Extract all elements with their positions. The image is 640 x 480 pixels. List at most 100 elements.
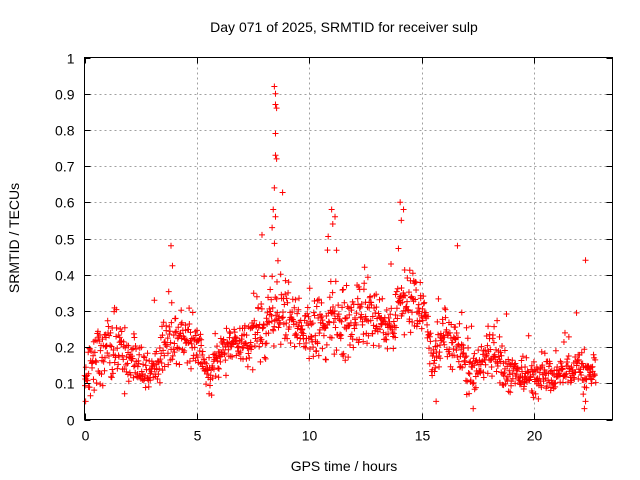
data-point — [364, 340, 371, 347]
data-point — [265, 330, 272, 337]
data-point — [178, 321, 185, 328]
data-point — [467, 377, 474, 384]
data-point — [341, 299, 348, 306]
y-tick-label: 0 — [67, 413, 75, 429]
data-point — [495, 353, 502, 360]
data-point — [592, 379, 599, 386]
data-point — [209, 364, 216, 371]
data-point — [98, 371, 105, 378]
data-point — [309, 320, 316, 327]
data-point — [390, 330, 397, 337]
data-point — [221, 350, 228, 357]
data-point — [198, 336, 205, 343]
data-point — [147, 377, 154, 384]
data-point — [475, 347, 482, 354]
data-point — [446, 329, 453, 336]
data-point — [328, 206, 335, 213]
data-point — [251, 343, 258, 350]
data-point — [160, 347, 167, 354]
data-point — [203, 381, 210, 388]
data-point — [512, 380, 519, 387]
data-point — [156, 379, 163, 386]
data-point — [367, 317, 374, 324]
y-tick-label: 0.2 — [55, 340, 75, 356]
data-point — [491, 323, 498, 330]
data-point — [186, 305, 193, 312]
data-point — [399, 299, 406, 306]
data-point — [263, 315, 270, 322]
data-point — [194, 354, 201, 361]
data-point — [345, 323, 352, 330]
data-point — [206, 382, 213, 389]
data-point — [312, 332, 319, 339]
data-point — [192, 332, 199, 339]
data-point — [383, 306, 390, 313]
data-point — [168, 319, 175, 326]
data-point — [277, 319, 284, 326]
data-point — [172, 315, 179, 322]
data-point — [300, 330, 307, 337]
data-point — [82, 398, 89, 405]
data-point — [568, 364, 575, 371]
data-point — [402, 292, 409, 299]
data-point — [326, 294, 333, 301]
data-point — [123, 353, 130, 360]
data-point — [538, 384, 545, 391]
data-point — [227, 342, 234, 349]
data-point — [304, 304, 311, 311]
data-point — [525, 377, 532, 384]
data-point — [217, 358, 224, 365]
y-tick-label: 0.7 — [55, 159, 75, 175]
x-tick-label: 5 — [194, 428, 202, 444]
data-point — [231, 326, 238, 333]
data-point — [426, 345, 433, 352]
data-point — [376, 296, 383, 303]
data-point — [92, 357, 99, 364]
data-point — [523, 354, 530, 361]
data-point — [186, 321, 193, 328]
data-point — [96, 338, 103, 345]
data-point — [355, 283, 362, 290]
data-point — [272, 213, 279, 220]
data-point — [501, 347, 508, 354]
data-point — [296, 295, 303, 302]
data-point — [388, 261, 395, 268]
data-point — [420, 293, 427, 300]
data-point — [462, 354, 469, 361]
data-point — [323, 341, 330, 348]
data-point — [552, 379, 559, 386]
data-point — [220, 346, 227, 353]
data-point — [226, 334, 233, 341]
data-point — [466, 390, 473, 397]
data-point — [432, 337, 439, 344]
data-point — [514, 366, 521, 373]
data-point — [320, 332, 327, 339]
data-point — [424, 328, 431, 335]
data-point — [273, 105, 280, 112]
data-point — [398, 217, 405, 224]
data-point — [472, 384, 479, 391]
data-point — [454, 354, 461, 361]
data-point — [419, 305, 426, 312]
data-point — [109, 370, 116, 377]
data-point — [552, 347, 559, 354]
data-point — [449, 366, 456, 373]
data-point — [182, 322, 189, 329]
data-point — [578, 371, 585, 378]
data-point — [461, 357, 468, 364]
data-point — [588, 380, 595, 387]
data-point — [373, 291, 380, 298]
data-point — [269, 224, 276, 231]
data-point — [259, 325, 266, 332]
data-point — [416, 308, 423, 315]
data-point — [349, 336, 356, 343]
data-point — [535, 395, 542, 402]
data-point — [156, 365, 163, 372]
data-point — [351, 325, 358, 332]
data-point — [361, 264, 368, 271]
data-point — [413, 287, 420, 294]
data-point — [404, 275, 411, 282]
data-point — [453, 330, 460, 337]
data-point — [559, 366, 566, 373]
data-point — [433, 398, 440, 405]
